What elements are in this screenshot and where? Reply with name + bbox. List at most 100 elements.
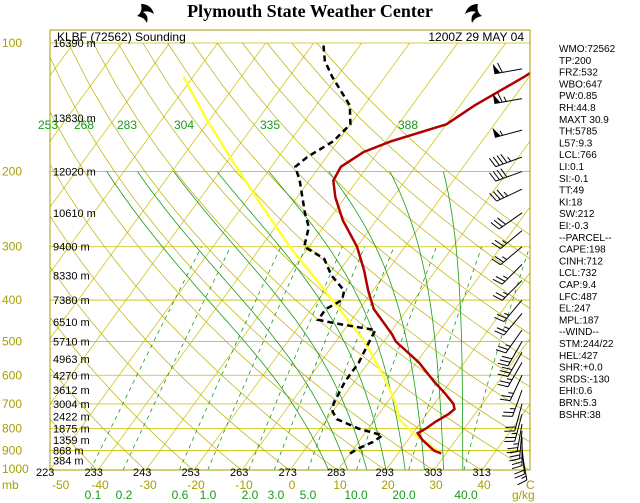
barb-flag: [494, 330, 505, 336]
parcel-trace: [182, 76, 442, 455]
barb-flag: [497, 62, 503, 73]
dry-adiabat: [92, 42, 530, 470]
barb-flag: [494, 256, 504, 263]
index-item: FRZ:532: [559, 68, 598, 79]
mixing-ratio-label: 0.6: [172, 488, 189, 502]
dry-adiabat: [217, 42, 530, 335]
dry-adiabat: [291, 42, 530, 260]
temperature-tick-label: 10: [333, 478, 347, 492]
barb-flag: [507, 447, 518, 450]
mixing-ratio-line: [307, 246, 395, 470]
barb-half-flag: [513, 443, 519, 445]
index-item: KI:18: [559, 197, 583, 208]
index-item: LFC:487: [559, 292, 598, 303]
barb-flag: [500, 153, 508, 163]
barb-staff: [494, 68, 523, 75]
moist-adiabat: [216, 171, 387, 470]
time-label: 1200Z 29 MAY 04: [428, 30, 524, 44]
temperature-tick-label: -10: [235, 478, 253, 492]
barb-flag: [501, 355, 513, 360]
barb-staff: [507, 352, 523, 377]
theta-bottom-label: 233: [85, 467, 103, 479]
height-label: 4270 m: [53, 370, 90, 382]
wind-barb: [494, 299, 523, 322]
temperature-tick-label: 0: [289, 478, 296, 492]
barb-half-flag: [503, 96, 507, 102]
plot-frame: [49, 29, 531, 471]
index-item: EI:-0.3: [559, 221, 589, 232]
dry-adiabat: [241, 42, 530, 310]
wind-barb: [491, 230, 523, 250]
isotherm: [241, 74, 530, 470]
pressure-tick-label: 600: [2, 368, 22, 382]
theta-bottom-label: 223: [36, 467, 54, 479]
index-item: EL:247: [559, 304, 591, 315]
isotherm: [50, 42, 314, 405]
barb-half-flag: [508, 392, 514, 394]
temperature-tick-label: -50: [52, 478, 70, 492]
moist-adiabat: [137, 171, 348, 470]
height-label: 868 m: [53, 445, 84, 457]
barb-staff: [500, 246, 523, 266]
temperature-tick-label: C: [526, 478, 535, 492]
barb-flag: [503, 411, 514, 414]
dry-adiabat: [50, 215, 290, 470]
temperature-tick-label: -40: [91, 478, 109, 492]
barb-flag: [491, 242, 501, 250]
height-label: 4963 m: [53, 354, 90, 366]
barb-half-flag: [499, 130, 504, 136]
wind-barb: [489, 188, 523, 202]
barb-flag: [496, 169, 504, 179]
pressure-tick-label: 400: [2, 293, 22, 307]
theta-bottom-label: 293: [376, 467, 394, 479]
dry-adiabat: [117, 42, 530, 443]
dry-adiabat: [50, 111, 386, 470]
mixing-ratio-line: [179, 246, 282, 470]
mixing-ratio-label: 40.0: [454, 488, 478, 502]
barb-half-flag: [504, 312, 510, 316]
wind-barb: [489, 153, 523, 168]
height-label: 384 m: [53, 455, 84, 467]
height-label: 9400 m: [53, 242, 90, 254]
theta-bottom-label: 303: [424, 467, 442, 479]
theta-bottom-label: 263: [230, 467, 248, 479]
barb-staff: [516, 423, 523, 452]
height-label: 12020 m: [53, 167, 96, 179]
dry-adiabat: [50, 367, 146, 470]
barb-staff: [501, 264, 523, 285]
barb-staff: [496, 188, 523, 202]
barb-pennant: [492, 63, 501, 74]
index-item: L57:9.3: [559, 138, 593, 149]
barb-flag: [509, 450, 521, 454]
mixing-ratio-label: 0.1: [85, 488, 102, 502]
dry-adiabat: [50, 418, 98, 470]
pressure-tick-label: 900: [2, 443, 22, 457]
index-item: LCL:732: [559, 268, 597, 279]
height-label: 1875 m: [53, 424, 90, 436]
barb-staff: [501, 280, 523, 301]
mixing-ratio-label: 1.0: [200, 488, 217, 502]
logo-left: [137, 4, 154, 23]
barb-half-flag: [502, 256, 507, 261]
wind-barb: [492, 92, 523, 105]
chart-title: Plymouth State Weather Center: [187, 1, 433, 21]
mixing-ratio-label: 5.0: [300, 488, 317, 502]
index-item: STM:244/22: [559, 339, 614, 350]
isotherm: [50, 42, 218, 274]
barb-flag: [497, 217, 506, 225]
barb-staff: [503, 313, 523, 336]
theta-bottom-label: 313: [473, 467, 491, 479]
dry-adiabat: [142, 42, 530, 415]
barb-flag: [496, 313, 507, 319]
height-label: 3004 m: [53, 399, 90, 411]
index-item: TH:5785: [559, 127, 598, 138]
barb-staff: [521, 452, 528, 481]
pressure-tick-label: 200: [2, 165, 22, 179]
isotherm: [97, 42, 410, 470]
isotherm: [50, 42, 266, 340]
temperature-tick-label: -30: [139, 478, 157, 492]
pressure-tick-label: 800: [2, 422, 22, 436]
isotherm: [50, 42, 170, 208]
